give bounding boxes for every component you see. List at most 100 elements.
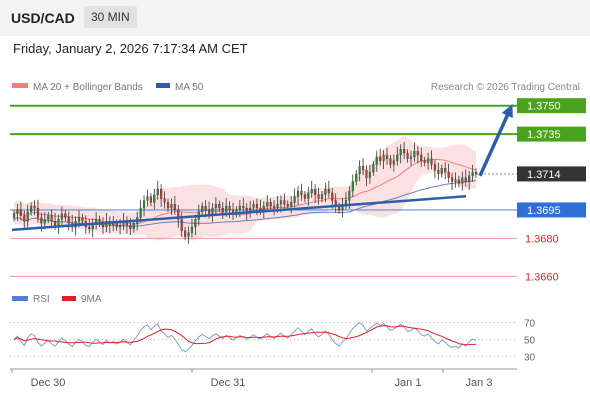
- rsi-legend-label: RSI: [33, 294, 50, 305]
- candle: [16, 203, 19, 221]
- level-labels: 1.3750 1.3735 1.3714 1.3695 1.3680 1.3660: [517, 98, 586, 283]
- candle: [368, 164, 371, 184]
- ma20-legend-swatch: [12, 83, 28, 88]
- forecast-arrow-shaft: [478, 108, 512, 177]
- candle: [351, 174, 354, 198]
- candle: [50, 209, 53, 229]
- candle: [88, 218, 91, 234]
- candle: [166, 198, 170, 212]
- candle: [310, 180, 313, 198]
- candle: [437, 162, 440, 181]
- candle: [396, 146, 399, 166]
- candle: [324, 183, 327, 202]
- candle: [12, 209, 16, 222]
- level-badge: [517, 126, 586, 142]
- candle: [413, 142, 416, 162]
- candle: [327, 180, 330, 198]
- candle: [461, 171, 464, 191]
- candle: [409, 150, 413, 166]
- candle: [156, 180, 159, 200]
- candle: [358, 160, 361, 182]
- candle: [399, 144, 402, 164]
- x-axis: Dec 30 Dec 31 Jan 1 Jan 3: [11, 369, 493, 389]
- candle: [454, 172, 457, 188]
- level-badge: [517, 202, 586, 218]
- candle: [303, 191, 306, 203]
- candle: [300, 183, 303, 201]
- candle: [30, 202, 33, 216]
- candle: [269, 198, 272, 210]
- candle: [307, 186, 310, 206]
- candle: [214, 197, 217, 215]
- candle: [468, 170, 471, 190]
- ma50-legend-swatch: [156, 83, 170, 88]
- candle: [149, 192, 152, 207]
- ma9-legend-swatch: [62, 296, 76, 301]
- candle: [153, 188, 156, 210]
- x-tick-label: Jan 3: [466, 377, 493, 389]
- candle: [464, 169, 467, 187]
- candle: [221, 201, 224, 220]
- candle: [416, 146, 419, 164]
- candle: [385, 147, 389, 165]
- candle: [375, 150, 378, 172]
- timestamp: Friday, January 2, 2026 7:17:34 AM CET: [13, 41, 248, 56]
- candle: [64, 209, 67, 222]
- candle: [23, 210, 26, 230]
- candle: [382, 150, 385, 170]
- candle: [471, 164, 474, 182]
- candle: [447, 163, 450, 183]
- candle: [290, 196, 293, 214]
- level-label: 1.3714: [527, 169, 561, 181]
- candle: [170, 198, 173, 216]
- candle: [423, 156, 426, 167]
- instrument-symbol: USD/CAD: [11, 10, 75, 26]
- level-label: 1.3750: [527, 101, 561, 113]
- candle: [218, 200, 221, 212]
- candle: [139, 199, 142, 223]
- candle: [430, 150, 433, 170]
- candle: [36, 199, 40, 223]
- rsi-legend-swatch: [12, 296, 28, 301]
- candle: [314, 184, 317, 204]
- candle: [194, 214, 197, 236]
- candle: [433, 159, 437, 179]
- candle: [365, 165, 368, 187]
- rsi-grid: 70 50 30: [10, 319, 536, 364]
- level-badge: [517, 98, 586, 114]
- candle: [146, 189, 149, 207]
- x-tick-label: Jan 1: [395, 377, 422, 389]
- forecast-arrow-head: [501, 104, 513, 119]
- x-tick-label: Dec 31: [211, 377, 246, 389]
- bollinger-band-area: [14, 136, 476, 241]
- rsi-panel: RSI 9MA 70 50 30: [10, 294, 536, 364]
- level-label: 1.3680: [525, 233, 559, 245]
- rsi-line: [13, 321, 477, 353]
- candle: [211, 203, 214, 223]
- candle: [474, 168, 478, 178]
- candle: [355, 170, 358, 186]
- candle: [242, 197, 245, 213]
- candle: [26, 204, 29, 228]
- candle: [262, 201, 265, 219]
- candle: [60, 206, 63, 226]
- candle: [57, 214, 60, 234]
- candle: [440, 164, 443, 178]
- level-label: 1.3695: [527, 205, 561, 217]
- candle: [293, 188, 296, 208]
- candle: [296, 186, 300, 206]
- candle: [392, 154, 395, 172]
- rsi-tick-label: 30: [524, 353, 536, 364]
- candle: [320, 191, 324, 203]
- candle: [427, 152, 430, 170]
- rsi-lines: [13, 321, 477, 353]
- candle: [81, 213, 84, 226]
- interval-button[interactable]: 30 MIN: [84, 6, 137, 28]
- candle: [372, 160, 375, 176]
- ma9-legend-label: 9MA: [81, 294, 102, 305]
- candle: [450, 172, 454, 190]
- x-tick-label: Dec 30: [31, 377, 66, 389]
- candle: [273, 200, 276, 216]
- level-badge: [517, 166, 586, 182]
